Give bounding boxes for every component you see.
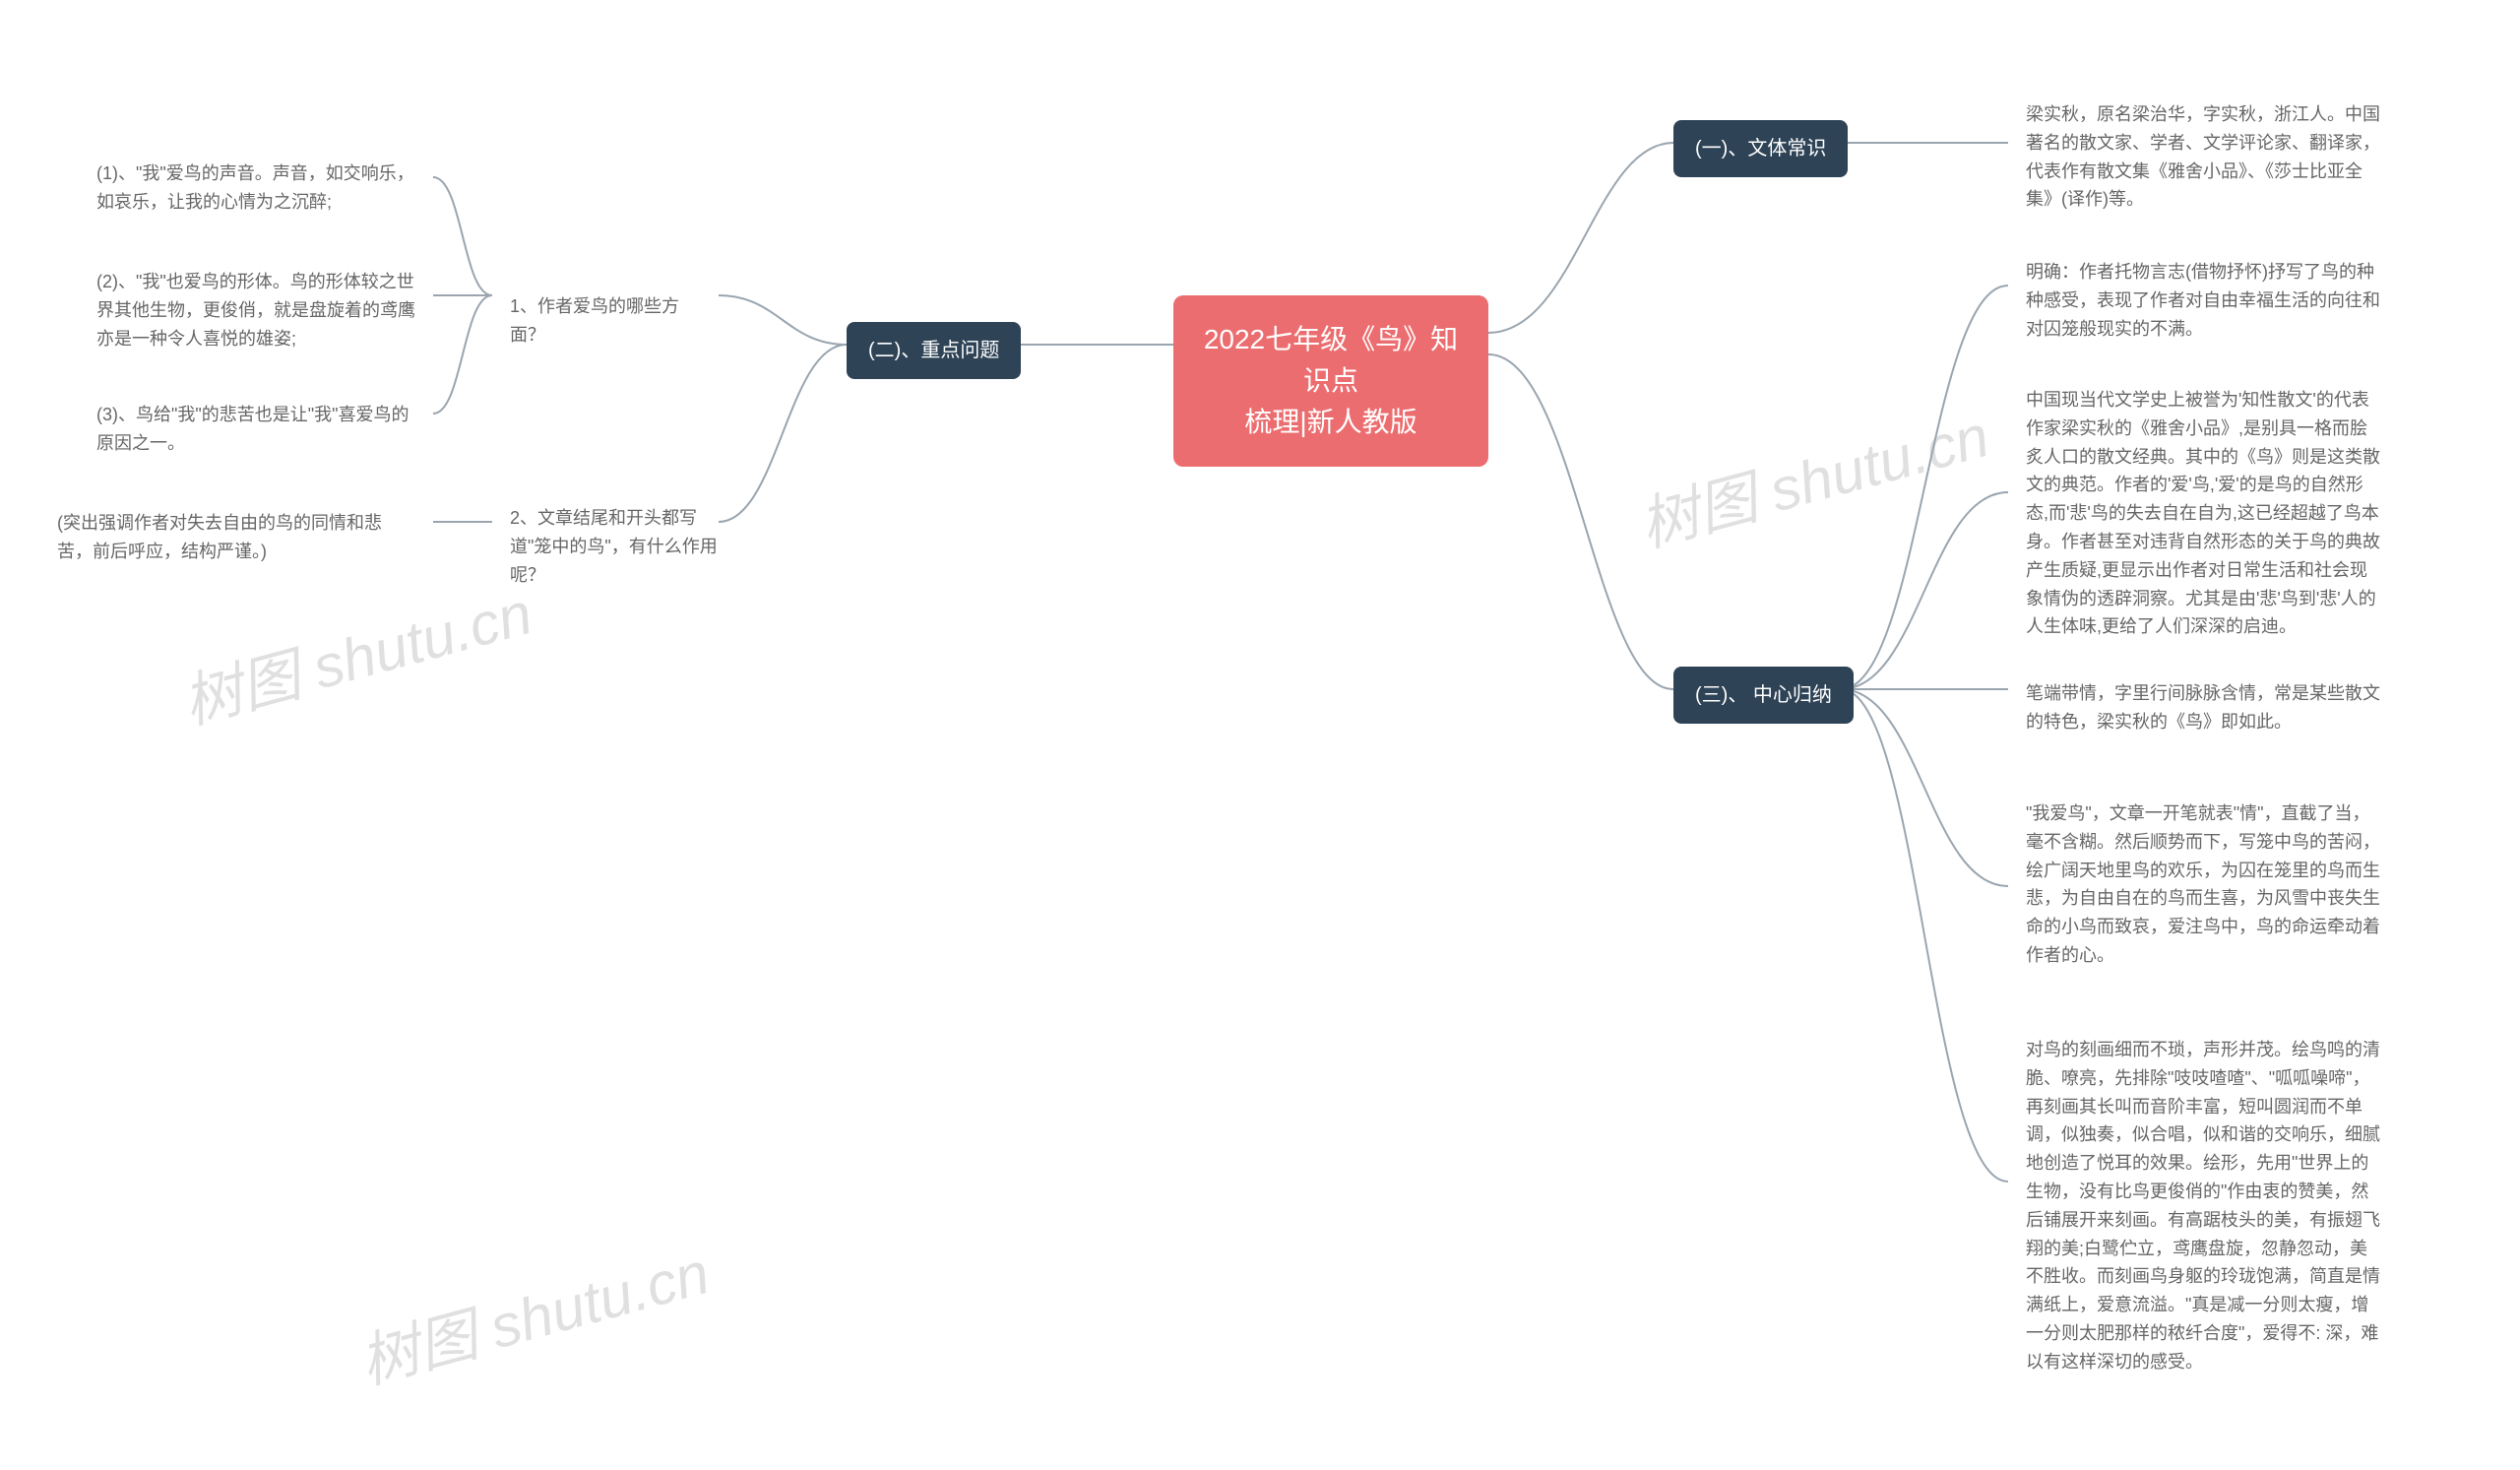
sub-label: 2、文章结尾和开头都写道"笼中的鸟"，有什么作用呢？ xyxy=(510,508,718,585)
sub-label: 1、作者爱鸟的哪些方面？ xyxy=(510,296,679,345)
leaf-q2-1: (突出强调作者对失去自由的鸟的同情和悲苦，前后呼应，结构严谨。) xyxy=(39,497,433,578)
branch-label: (一)、文体常识 xyxy=(1695,138,1826,160)
leaf-text: 梁实秋，原名梁治华，字实秋，浙江人。中国著名的散文家、学者、文学评论家、翻译家，… xyxy=(2026,104,2380,209)
watermark: 树图 shutu.cn xyxy=(1629,388,1997,563)
leaf-theme-1: 明确：作者托物言志(借物抒怀)抒写了鸟的种种感受，表现了作者对自由幸福生活的向往… xyxy=(2008,246,2402,354)
leaf-text: 笔端带情，字里行间脉脉含情，常是某些散文的特色，梁实秋的《鸟》即如此。 xyxy=(2026,683,2380,732)
leaf-text: (2)、"我"也爱鸟的形体。鸟的形体较之世界其他生物，更俊俏，就是盘旋着的鸢鹰亦… xyxy=(96,272,415,349)
leaf-q1-2: (2)、"我"也爱鸟的形体。鸟的形体较之世界其他生物，更俊俏，就是盘旋着的鸢鹰亦… xyxy=(79,256,433,364)
sub-question-2: 2、文章结尾和开头都写道"笼中的鸟"，有什么作用呢？ xyxy=(492,492,748,601)
leaf-text: (1)、"我"爱鸟的声音。声音，如交响乐，如哀乐，让我的心情为之沉醉; xyxy=(96,163,414,212)
leaf-theme-3: 笔端带情，字里行间脉脉含情，常是某些散文的特色，梁实秋的《鸟》即如此。 xyxy=(2008,668,2402,748)
leaf-text: 对鸟的刻画细而不琐，声形并茂。绘鸟鸣的清脆、嘹亮，先排除"吱吱喳喳"、"呱呱噪啼… xyxy=(2026,1040,2380,1372)
leaf-text: (3)、鸟给"我"的悲苦也是让"我"喜爱鸟的原因之一。 xyxy=(96,405,410,453)
leaf-liang-bio: 梁实秋，原名梁治华，字实秋，浙江人。中国著名的散文家、学者、文学评论家、翻译家，… xyxy=(2008,89,2402,225)
center-title-line2: 梳理|新人教版 xyxy=(1244,407,1417,437)
leaf-text: 中国现当代文学史上被誉为'知性散文'的代表作家梁实秋的《雅舍小品》,是别具一格而… xyxy=(2026,390,2380,636)
leaf-theme-4: "我爱鸟"，文章一开笔就表"情"，直截了当，毫不含糊。然后顺势而下，写笼中鸟的苦… xyxy=(2008,788,2402,982)
leaf-theme-2: 中国现当代文学史上被誉为'知性散文'的代表作家梁实秋的《雅舍小品》,是别具一格而… xyxy=(2008,374,2402,653)
leaf-q1-3: (3)、鸟给"我"的悲苦也是让"我"喜爱鸟的原因之一。 xyxy=(79,389,433,470)
leaf-text: 明确：作者托物言志(借物抒怀)抒写了鸟的种种感受，表现了作者对自由幸福生活的向往… xyxy=(2026,262,2380,339)
branch-key-questions: (二)、重点问题 xyxy=(847,322,1021,379)
watermark: 树图 shutu.cn xyxy=(349,1225,718,1400)
branch-label: (三)、 中心归纳 xyxy=(1695,684,1832,706)
branch-literary-knowledge: (一)、文体常识 xyxy=(1673,120,1848,177)
mindmap-canvas: 树图 shutu.cn 树图 shutu.cn 树图 shutu.cn 2022… xyxy=(0,0,2520,1470)
center-node: 2022七年级《鸟》知识点 梳理|新人教版 xyxy=(1173,295,1488,467)
center-title-line1: 2022七年级《鸟》知识点 xyxy=(1204,324,1458,396)
branch-central-theme: (三)、 中心归纳 xyxy=(1673,667,1854,724)
sub-question-1: 1、作者爱鸟的哪些方面？ xyxy=(492,281,728,361)
leaf-text: (突出强调作者对失去自由的鸟的同情和悲苦，前后呼应，结构严谨。) xyxy=(57,513,382,561)
leaf-theme-5: 对鸟的刻画细而不琐，声形并茂。绘鸟鸣的清脆、嘹亮，先排除"吱吱喳喳"、"呱呱噪啼… xyxy=(2008,1024,2402,1388)
leaf-q1-1: (1)、"我"爱鸟的声音。声音，如交响乐，如哀乐，让我的心情为之沉醉; xyxy=(79,148,433,228)
branch-label: (二)、重点问题 xyxy=(868,340,999,361)
watermark: 树图 shutu.cn xyxy=(172,565,540,740)
leaf-text: "我爱鸟"，文章一开笔就表"情"，直截了当，毫不含糊。然后顺势而下，写笼中鸟的苦… xyxy=(2026,803,2380,965)
